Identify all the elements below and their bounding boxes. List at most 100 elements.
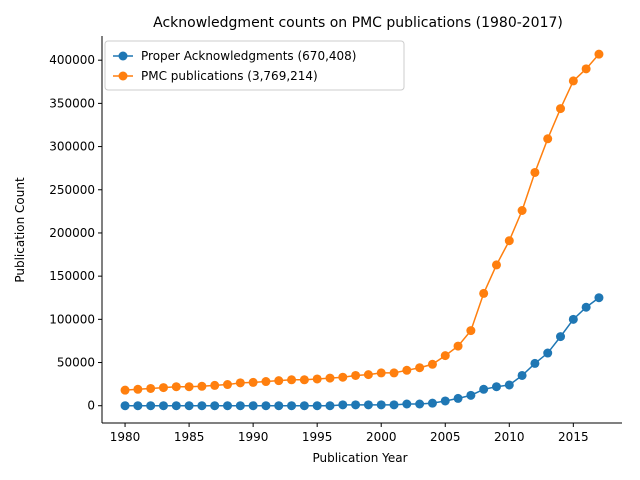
data-point [517, 370, 527, 380]
data-point [146, 401, 156, 411]
data-point [427, 398, 437, 408]
data-point [415, 399, 425, 409]
x-tick-label: 1985 [174, 430, 205, 444]
data-point [543, 134, 553, 144]
data-point [210, 380, 220, 390]
series-line [125, 297, 600, 407]
series-2 [120, 49, 604, 395]
data-point [389, 368, 399, 378]
data-point [184, 401, 194, 411]
data-point [158, 401, 168, 411]
y-tick-label: 50000 [57, 356, 95, 370]
y-tick-label: 200000 [49, 226, 95, 240]
y-tick-label: 100000 [49, 312, 95, 326]
legend-label: PMC publications (3,769,214) [141, 69, 318, 83]
data-point [517, 205, 527, 215]
data-point [568, 314, 578, 324]
data-point [338, 372, 348, 382]
y-tick-label: 300000 [49, 140, 95, 154]
data-point [530, 167, 540, 177]
data-point [133, 384, 143, 394]
data-point [389, 400, 399, 410]
data-point [184, 382, 194, 392]
data-point [325, 401, 335, 411]
data-point [479, 288, 489, 298]
y-axis-ticks: 0 50000 100000 150000 200000 250000 300000 3500… [49, 53, 102, 413]
data-point [466, 326, 476, 336]
data-point [338, 400, 348, 410]
data-point [402, 399, 412, 409]
x-tick-label: 2015 [558, 430, 589, 444]
y-tick-label: 0 [87, 399, 95, 413]
data-point [171, 401, 181, 411]
legend: Proper Acknowledgments (670,408) PMC publ… [104, 40, 405, 91]
data-point [223, 380, 233, 390]
data-point [568, 76, 578, 86]
data-point [197, 381, 207, 391]
series-layer [120, 49, 604, 411]
y-tick-label: 400000 [49, 53, 95, 67]
data-point [491, 382, 501, 392]
data-point [223, 401, 233, 411]
data-point [402, 365, 412, 375]
data-point [351, 370, 361, 380]
x-tick-label: 2010 [494, 430, 525, 444]
data-point [453, 393, 463, 403]
data-point [146, 383, 156, 393]
data-point [299, 375, 309, 385]
data-point [248, 401, 258, 411]
x-tick-label: 1980 [110, 430, 141, 444]
data-point [581, 302, 591, 312]
data-point [556, 104, 566, 114]
data-point [312, 374, 322, 384]
data-point [325, 373, 335, 383]
data-point [543, 348, 553, 358]
data-point [453, 341, 463, 351]
data-point [427, 359, 437, 369]
data-point [479, 384, 489, 394]
series-1 [120, 293, 604, 411]
data-point [171, 382, 181, 392]
x-tick-label: 2005 [430, 430, 461, 444]
legend-marker [118, 51, 128, 61]
chart-title: Acknowledgment counts on PMC publication… [153, 15, 563, 31]
data-point [363, 400, 373, 410]
data-point [248, 377, 258, 387]
legend-label: Proper Acknowledgments (670,408) [141, 49, 356, 63]
data-point [312, 401, 322, 411]
data-point [133, 401, 143, 411]
data-point [556, 332, 566, 342]
data-point [351, 400, 361, 410]
y-axis-label: Publication Count [13, 177, 27, 283]
data-point [197, 401, 207, 411]
y-tick-label: 150000 [49, 269, 95, 283]
y-tick-label: 350000 [49, 96, 95, 110]
data-point [261, 377, 271, 387]
data-point [594, 293, 604, 303]
data-point [210, 401, 220, 411]
data-point [440, 351, 450, 361]
data-point [274, 376, 284, 386]
data-point [376, 368, 386, 378]
data-point [299, 401, 309, 411]
y-tick-label: 250000 [49, 183, 95, 197]
data-point [376, 400, 386, 410]
legend-marker [118, 71, 128, 81]
x-tick-label: 2000 [366, 430, 397, 444]
data-point [504, 380, 514, 390]
data-point [235, 401, 245, 411]
data-point [120, 401, 130, 411]
x-axis-label: Publication Year [312, 451, 407, 465]
data-point [581, 64, 591, 74]
x-tick-label: 1990 [238, 430, 269, 444]
data-point [466, 390, 476, 400]
data-point [120, 385, 130, 395]
data-point [530, 358, 540, 368]
data-point [261, 401, 271, 411]
data-point [158, 383, 168, 393]
data-point [491, 260, 501, 270]
data-point [287, 401, 297, 411]
data-point [274, 401, 284, 411]
data-point [594, 49, 604, 59]
